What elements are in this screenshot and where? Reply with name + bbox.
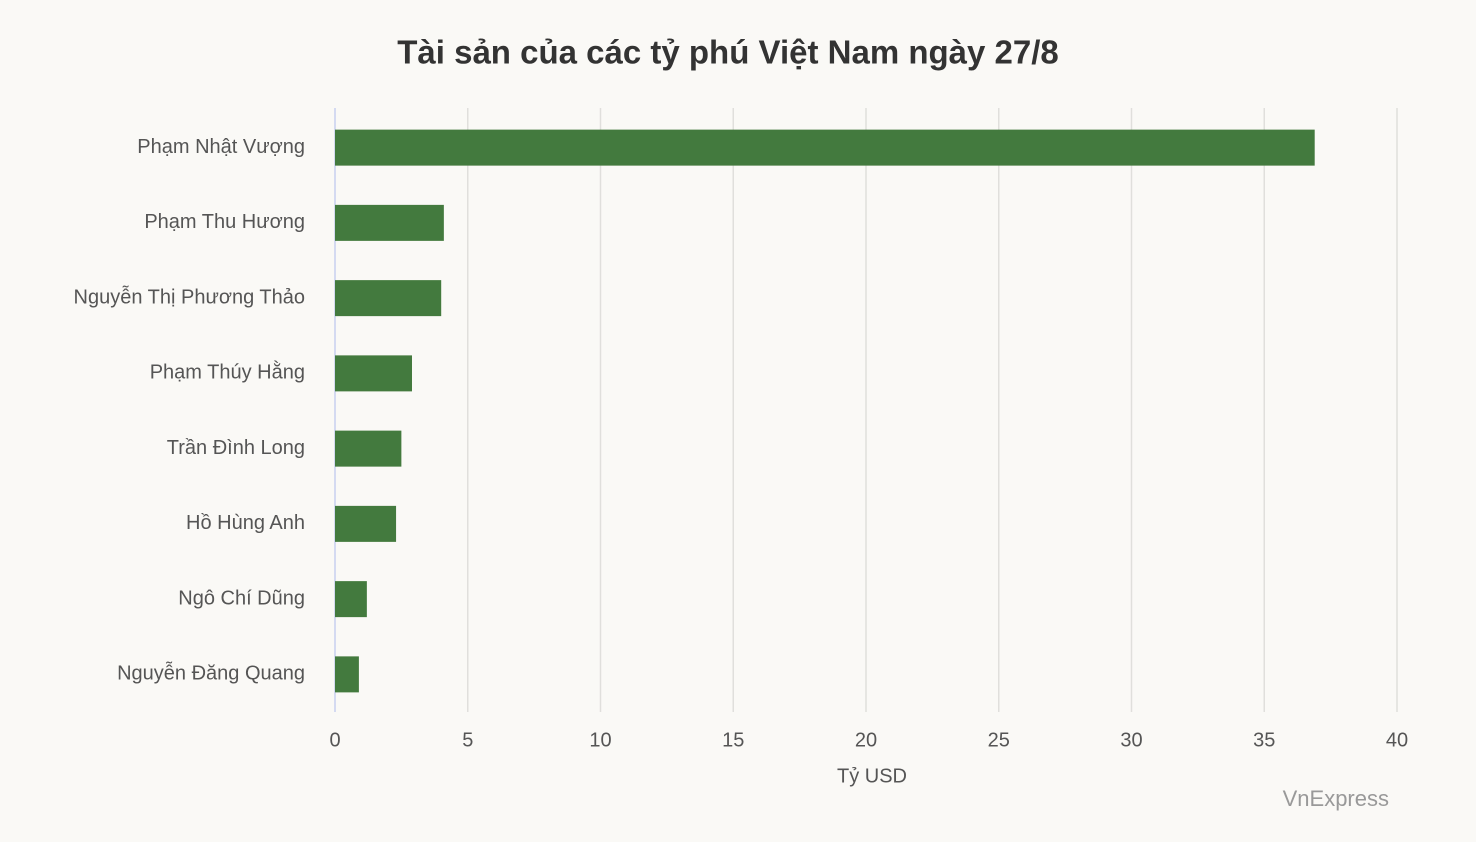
x-tick-label: 15 bbox=[722, 729, 744, 751]
bar bbox=[335, 656, 359, 693]
bar bbox=[335, 430, 402, 467]
y-tick-label: Trần Đình Long bbox=[167, 437, 305, 459]
bar bbox=[335, 280, 442, 317]
x-axis-label: Tỷ USD bbox=[837, 765, 907, 787]
y-tick-label: Hồ Hùng Anh bbox=[186, 512, 305, 534]
bar bbox=[335, 581, 367, 618]
bar bbox=[335, 204, 444, 241]
source: VnExpress bbox=[1283, 786, 1389, 811]
x-tick-label: 35 bbox=[1253, 729, 1275, 751]
x-tick-label: 30 bbox=[1120, 729, 1142, 751]
y-tick-label: Nguyễn Thị Phương Thảo bbox=[74, 285, 305, 308]
y-tick-label: Nguyễn Đăng Quang bbox=[117, 662, 305, 685]
x-tick-label: 20 bbox=[855, 729, 877, 751]
x-tick-label: 25 bbox=[988, 729, 1010, 751]
bar bbox=[335, 129, 1315, 166]
x-tick-label: 40 bbox=[1386, 729, 1408, 751]
y-tick-label: Phạm Thu Hương bbox=[144, 211, 305, 233]
x-tick-label: 5 bbox=[462, 729, 473, 751]
y-tick-label: Ngô Chí Dũng bbox=[178, 587, 305, 609]
bar bbox=[335, 505, 397, 542]
chart-title: Tài sản của các tỷ phú Việt Nam ngày 27/… bbox=[397, 34, 1059, 71]
x-tick-label: 0 bbox=[329, 729, 340, 751]
y-tick-label: Phạm Nhật Vượng bbox=[137, 136, 305, 158]
y-tick-label: Phạm Thúy Hằng bbox=[150, 361, 305, 384]
bar bbox=[335, 355, 412, 392]
x-tick-label: 10 bbox=[589, 729, 611, 751]
